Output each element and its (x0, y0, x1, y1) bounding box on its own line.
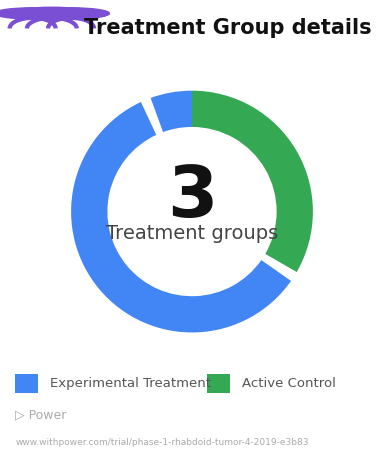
Text: Experimental Treatment: Experimental Treatment (50, 377, 211, 390)
Wedge shape (192, 91, 313, 272)
Wedge shape (71, 102, 291, 332)
Text: Treatment Group details: Treatment Group details (84, 18, 372, 38)
Circle shape (0, 8, 71, 19)
Wedge shape (151, 91, 192, 132)
Text: Active Control: Active Control (242, 377, 336, 390)
Circle shape (33, 8, 109, 19)
Text: Treatment groups: Treatment groups (106, 224, 278, 243)
FancyBboxPatch shape (15, 374, 38, 393)
Circle shape (10, 7, 94, 20)
Text: 3: 3 (167, 163, 217, 232)
Text: ▷ Power: ▷ Power (15, 408, 67, 421)
Text: www.withpower.com/trial/phase-1-rhabdoid-tumor-4-2019-e3b83: www.withpower.com/trial/phase-1-rhabdoid… (15, 438, 309, 447)
FancyBboxPatch shape (207, 374, 230, 393)
